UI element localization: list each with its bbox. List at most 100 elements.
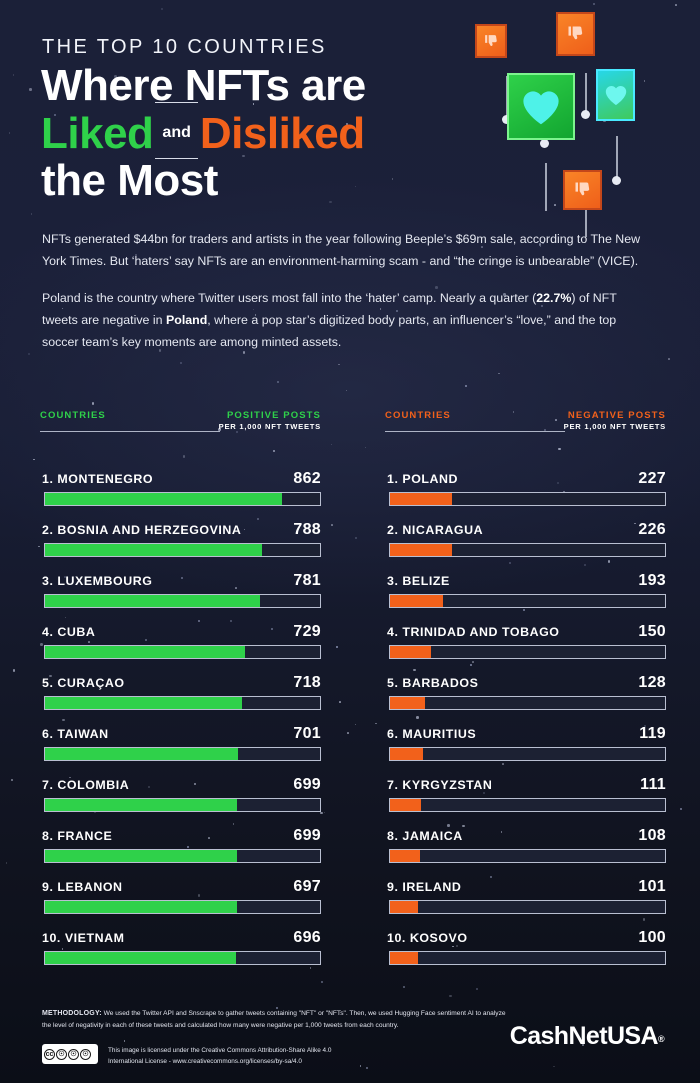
value-label: 111 — [640, 776, 666, 793]
value-label: 788 — [293, 521, 321, 538]
value-label: 108 — [638, 827, 666, 844]
country-label: 3. LUXEMBOURG — [42, 574, 153, 588]
value-bar-track — [389, 951, 666, 965]
country-label: 4. CUBA — [42, 625, 96, 639]
value-bar-track — [389, 492, 666, 506]
ranking-row: 5. BARBADOS 128 — [385, 674, 666, 727]
value-bar-fill — [45, 646, 246, 658]
positive-header-rule — [40, 431, 220, 432]
ranking-row: 3. BELIZE 193 — [385, 572, 666, 625]
country-label: 1. POLAND — [387, 472, 459, 486]
value-bar-track — [44, 696, 321, 710]
value-bar-fill — [390, 544, 453, 556]
value-bar-fill — [390, 493, 453, 505]
nft-card-like-small — [596, 69, 635, 121]
ranking-row: 1. MONTENEGRO 862 — [40, 470, 321, 523]
value-bar-track — [44, 594, 321, 608]
value-bar-fill — [390, 697, 426, 709]
country-label: 5. BARBADOS — [387, 676, 479, 690]
country-label: 1. MONTENEGRO — [42, 472, 154, 486]
ranking-row: 8. JAMAICA 108 — [385, 827, 666, 880]
value-bar-fill — [390, 799, 421, 811]
country-label: 9. IRELAND — [387, 880, 462, 894]
creative-commons-icon: cc ☉ ☉ ☉ — [42, 1044, 98, 1064]
value-bar-track — [44, 543, 321, 557]
value-label: 781 — [293, 572, 321, 589]
positive-posts-panel: COUNTRIES POSITIVE POSTS PER 1,000 NFT T… — [40, 410, 321, 982]
ranking-row: 10. KOSOVO 100 — [385, 929, 666, 982]
license-line-2: International License - www.creativecomm… — [108, 1058, 302, 1065]
ranking-row: 3. LUXEMBOURG 781 — [40, 572, 321, 625]
value-bar-fill — [390, 850, 420, 862]
value-label: 101 — [638, 878, 666, 895]
negative-header-rule — [385, 431, 565, 432]
thumbs-down-icon — [483, 33, 500, 50]
value-label: 701 — [293, 725, 321, 742]
ranking-row: 9. LEBANON 697 — [40, 878, 321, 931]
nft-card-dislike-left — [475, 24, 507, 58]
country-label: 2. BOSNIA AND HERZEGOVINA — [42, 523, 242, 537]
value-label: 193 — [638, 572, 666, 589]
ranking-row: 7. KYRGYZSTAN 111 — [385, 776, 666, 829]
page-title: Where NFTs are Liked and Disliked the Most — [41, 62, 511, 204]
nft-card-dislike-top — [556, 12, 595, 56]
negative-panel-header: COUNTRIES NEGATIVE POSTS PER 1,000 NFT T… — [385, 410, 666, 440]
intro-paragraph-1: NFTs generated $44bn for traders and art… — [42, 232, 641, 268]
negative-countries-header: COUNTRIES — [385, 410, 451, 421]
nft-card-dislike-bottom — [563, 170, 602, 210]
brand-logo: CashNetUSA® — [509, 1022, 665, 1051]
country-label: 2. NICARAGUA — [387, 523, 484, 537]
p2-part-b: ) of NFT tweets are negative in — [42, 291, 617, 327]
negative-posts-panel: COUNTRIES NEGATIVE POSTS PER 1,000 NFT T… — [385, 410, 666, 982]
ranking-row: 9. IRELAND 101 — [385, 878, 666, 931]
country-label: 4. TRINIDAD AND TOBAGO — [387, 625, 560, 639]
value-bar-track — [44, 645, 321, 659]
intro-copy: NFTs generated $44bn for traders and art… — [42, 228, 652, 368]
value-bar-fill — [390, 748, 423, 760]
negative-rows: 1. POLAND 227 2. NICARAGUA 226 3. BELIZE 193 4… — [385, 470, 666, 982]
positive-countries-header: COUNTRIES — [40, 410, 106, 421]
license-text: This image is licensed under the Creativ… — [108, 1044, 331, 1067]
p2-country: Poland — [165, 313, 208, 327]
methodology-note: METHODOLOGY: We used the Twitter API and… — [42, 1008, 512, 1031]
kicker-text: THE TOP 10 COUNTRIES — [42, 36, 327, 58]
value-bar-fill — [390, 952, 418, 964]
negative-metric-subheader: PER 1,000 NFT TWEETS — [563, 422, 666, 431]
thumbs-down-icon — [566, 24, 586, 44]
value-bar-fill — [45, 850, 238, 862]
brand-name: CashNetUSA — [509, 1022, 659, 1050]
title-word-disliked: Disliked — [199, 109, 365, 158]
value-bar-track — [389, 594, 666, 608]
title-and-badge: and — [153, 102, 199, 159]
value-bar-track — [389, 747, 666, 761]
p2-part-a: Poland is the country where Twitter user… — [42, 291, 537, 305]
title-word-liked: Liked — [41, 109, 154, 158]
ranking-row: 8. FRANCE 699 — [40, 827, 321, 880]
value-label: 696 — [293, 929, 321, 946]
value-label: 862 — [293, 470, 321, 487]
value-bar-track — [44, 900, 321, 914]
p2-part-c: , where a pop star’s digitized body part… — [42, 313, 617, 349]
positive-metric-header: POSITIVE POSTS — [226, 410, 321, 421]
value-bar-track — [389, 849, 666, 863]
license-row: cc ☉ ☉ ☉ This image is licensed under the C… — [42, 1044, 331, 1067]
value-label: 699 — [293, 827, 321, 844]
country-label: 5. CURAÇAO — [42, 676, 125, 690]
value-bar-fill — [45, 493, 283, 505]
license-line-1: This image is licensed under the Creativ… — [108, 1047, 332, 1054]
negative-metric-header: NEGATIVE POSTS — [567, 410, 666, 421]
footer: METHODOLOGY: We used the Twitter API and… — [0, 1000, 700, 1083]
value-label: 128 — [638, 674, 666, 691]
title-line-2: Liked and Disliked — [41, 102, 511, 159]
country-label: 3. BELIZE — [387, 574, 450, 588]
country-label: 10. KOSOVO — [387, 931, 468, 945]
ranking-row: 6. MAURITIUS 119 — [385, 725, 666, 778]
heart-icon — [520, 88, 562, 126]
value-label: 718 — [293, 674, 321, 691]
value-bar-fill — [45, 697, 243, 709]
value-bar-fill — [390, 901, 418, 913]
value-bar-fill — [390, 646, 432, 658]
ranking-row: 4. CUBA 729 — [40, 623, 321, 676]
value-bar-track — [389, 645, 666, 659]
